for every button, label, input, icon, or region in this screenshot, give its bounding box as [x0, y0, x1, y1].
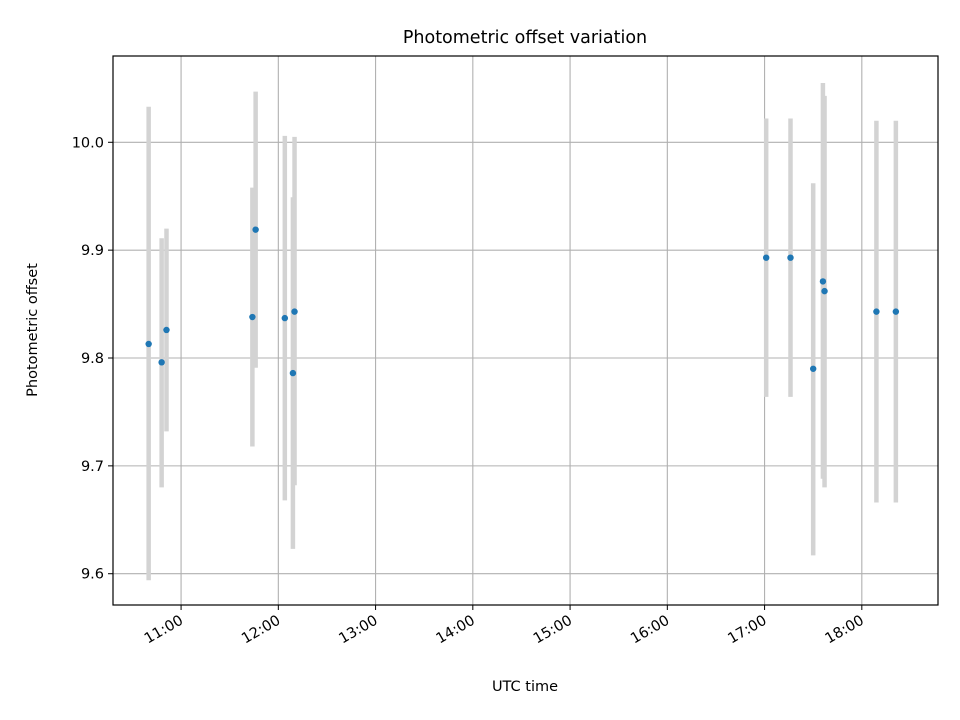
y-tick-label: 9.9 [81, 243, 104, 259]
data-point [892, 308, 900, 315]
data-point [809, 365, 817, 372]
y-axis-label: Photometric offset [25, 263, 41, 397]
y-tick-label: 9.8 [81, 351, 104, 367]
data-point [249, 313, 256, 321]
x-axis-label: UTC time [492, 679, 558, 695]
data-point [819, 278, 827, 285]
data-point [762, 254, 770, 261]
data-point [158, 359, 165, 366]
data-point [145, 340, 152, 348]
plot-frame [112, 55, 939, 606]
data-point [281, 314, 289, 322]
data-point [787, 254, 794, 261]
y-tick-label: 9.6 [81, 567, 104, 583]
y-tick-label: 10.0 [72, 135, 104, 151]
data-point [252, 226, 259, 233]
data-point [873, 308, 880, 315]
y-axis-ticks: 9.6 9.7 9.8 9.9 10.0 [72, 135, 113, 583]
data-point [291, 308, 298, 315]
y-tick-label: 9.7 [81, 459, 104, 475]
data-point [821, 287, 828, 295]
chart-title: Photometric offset variation [403, 28, 647, 48]
data-point [163, 326, 170, 334]
data-points [145, 226, 900, 377]
data-point [289, 369, 297, 377]
